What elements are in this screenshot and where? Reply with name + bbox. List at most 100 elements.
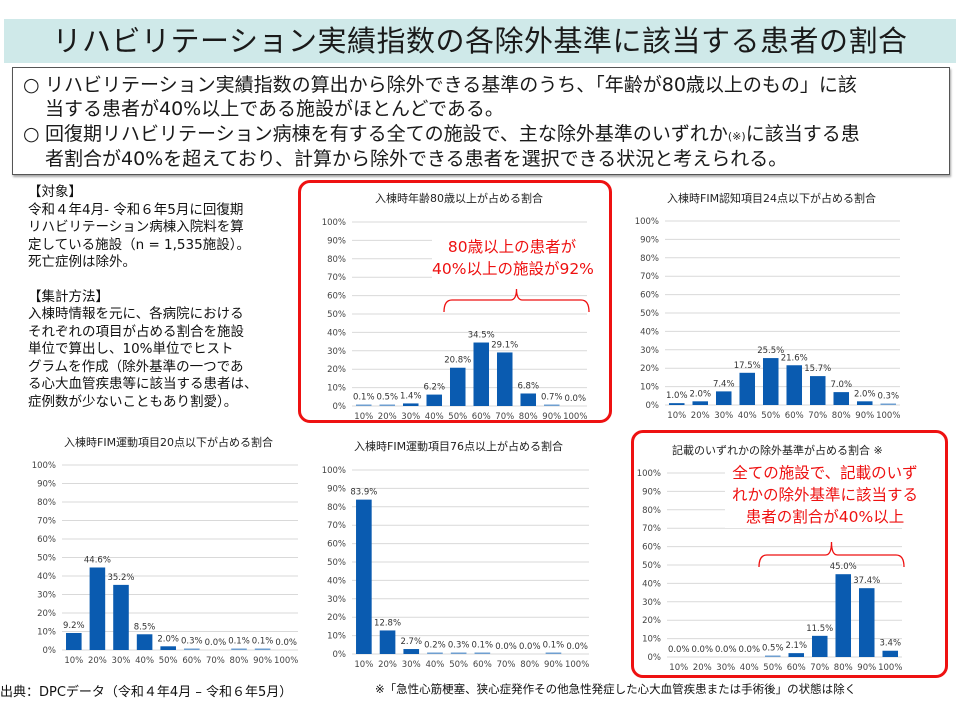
x-tick-label: 50% bbox=[449, 660, 468, 670]
bar bbox=[856, 401, 873, 405]
x-tick-label: 60% bbox=[785, 411, 804, 421]
y-tick-label: 80% bbox=[640, 254, 659, 264]
y-tick-label: 80% bbox=[327, 503, 346, 513]
bar bbox=[160, 646, 176, 650]
y-tick-label: 0% bbox=[333, 402, 347, 412]
data-label: 45.0% bbox=[830, 562, 857, 572]
x-tick-label: 10% bbox=[354, 412, 373, 422]
bar bbox=[113, 584, 129, 650]
x-tick-label: 100% bbox=[274, 656, 298, 666]
bar bbox=[762, 358, 779, 405]
x-tick-label: 40% bbox=[425, 412, 444, 422]
data-label: 7.4% bbox=[713, 379, 735, 389]
x-tick-label: 30% bbox=[402, 660, 421, 670]
data-label: 6.2% bbox=[423, 383, 445, 393]
x-tick-label: 10% bbox=[669, 663, 688, 673]
y-tick-label: 40% bbox=[640, 327, 659, 337]
data-label: 0.7% bbox=[541, 393, 563, 403]
bar bbox=[811, 635, 828, 657]
data-label: 6.8% bbox=[517, 381, 539, 391]
data-label: 20.8% bbox=[444, 356, 471, 366]
x-tick-label: 90% bbox=[857, 663, 876, 673]
summary-item-1-line2: 当する患者が40%以上である施設がほとんどである。 bbox=[45, 98, 504, 120]
data-label: 0.1% bbox=[353, 393, 375, 403]
y-tick-label: 30% bbox=[37, 591, 56, 601]
method-line: 入棟時情報を元に、各病院における bbox=[28, 306, 244, 322]
x-tick-label: 60% bbox=[473, 660, 492, 670]
data-label: 0.5% bbox=[376, 393, 398, 403]
y-tick-label: 90% bbox=[642, 487, 661, 497]
bar bbox=[809, 376, 826, 405]
y-tick-label: 60% bbox=[327, 292, 346, 302]
x-tick-label: 90% bbox=[544, 660, 563, 670]
y-tick-label: 40% bbox=[642, 579, 661, 589]
method-line: る心大血管疾患等に該当する患者は、 bbox=[28, 376, 258, 392]
x-tick-label: 60% bbox=[182, 656, 201, 666]
source-note: 出典：DPCデータ（令和４年4月 – 令和６年5月） bbox=[0, 685, 293, 700]
chart-title-fim-motor76: 入棟時FIM運動項目76点以上が占める割合 bbox=[354, 440, 564, 453]
bar bbox=[89, 567, 106, 650]
data-label: 15.7% bbox=[804, 364, 831, 374]
bar bbox=[355, 404, 372, 406]
data-label: 0.0% bbox=[715, 645, 737, 655]
method-heading: 【集計方法】 bbox=[28, 288, 109, 305]
data-label: 2.7% bbox=[400, 637, 422, 647]
data-label: 0.5% bbox=[762, 644, 784, 654]
bar bbox=[692, 401, 709, 405]
bar bbox=[474, 652, 491, 654]
data-label: 0.0% bbox=[519, 642, 541, 652]
x-tick-label: 50% bbox=[761, 411, 780, 421]
data-label: 0.0% bbox=[566, 642, 588, 652]
x-tick-label: 70% bbox=[497, 660, 516, 670]
summary-item-2-line1: ○ 回復期リハビリテーション病棟を有する全ての施設で、主な除外基準のいずれか(※)… bbox=[23, 122, 860, 149]
bar bbox=[496, 352, 513, 406]
bar bbox=[66, 632, 82, 650]
bar bbox=[880, 403, 897, 405]
bar bbox=[520, 393, 537, 406]
x-tick-label: 100% bbox=[876, 411, 900, 421]
y-tick-label: 70% bbox=[37, 517, 56, 527]
data-label: 0.3% bbox=[181, 637, 203, 647]
bar bbox=[231, 648, 247, 650]
y-tick-label: 20% bbox=[640, 364, 659, 374]
data-label: 0.0% bbox=[564, 394, 586, 404]
y-tick-label: 20% bbox=[642, 616, 661, 626]
bar bbox=[786, 365, 803, 405]
method-line: 症例数が少ないこともあり割愛）。 bbox=[28, 393, 238, 410]
data-label: 12.8% bbox=[374, 618, 401, 628]
y-tick-label: 30% bbox=[640, 346, 659, 356]
y-tick-label: 10% bbox=[327, 384, 346, 394]
x-tick-label: 20% bbox=[378, 660, 397, 670]
data-label: 0.3% bbox=[877, 392, 899, 402]
bar bbox=[403, 649, 420, 654]
data-label: 25.5% bbox=[757, 346, 784, 356]
method-line: それぞれの項目が占める割合を施設 bbox=[28, 323, 244, 340]
data-label: 0.0% bbox=[275, 638, 297, 648]
x-tick-label: 50% bbox=[159, 656, 178, 666]
x-tick-label: 70% bbox=[495, 412, 514, 422]
y-tick-label: 70% bbox=[642, 524, 661, 534]
data-label: 2.0% bbox=[157, 634, 179, 644]
y-tick-label: 40% bbox=[327, 328, 346, 338]
bullet-circle-icon: ○ bbox=[23, 74, 40, 96]
y-tick-label: 60% bbox=[640, 291, 659, 301]
data-label: 11.5% bbox=[806, 624, 833, 634]
target-line: 死亡症例は除外。 bbox=[28, 254, 136, 270]
y-tick-label: 90% bbox=[327, 236, 346, 246]
bar bbox=[184, 648, 200, 650]
y-tick-label: 70% bbox=[327, 273, 346, 283]
bar bbox=[450, 652, 467, 654]
y-tick-label: 0% bbox=[648, 653, 662, 663]
y-tick-label: 40% bbox=[37, 572, 56, 582]
y-tick-label: 30% bbox=[327, 595, 346, 605]
x-tick-label: 20% bbox=[378, 412, 397, 422]
bar bbox=[833, 392, 850, 405]
bar bbox=[356, 499, 372, 654]
data-label: 2.1% bbox=[785, 641, 807, 651]
chart-title-fim-cog24: 入棟時FIM認知項目24点以下が占める割合 bbox=[667, 192, 877, 205]
annotation-line: 40%以上の施設が92% bbox=[432, 260, 594, 278]
x-tick-label: 20% bbox=[88, 656, 107, 666]
bar bbox=[379, 630, 396, 654]
y-tick-label: 80% bbox=[642, 506, 661, 516]
x-tick-label: 70% bbox=[808, 411, 827, 421]
